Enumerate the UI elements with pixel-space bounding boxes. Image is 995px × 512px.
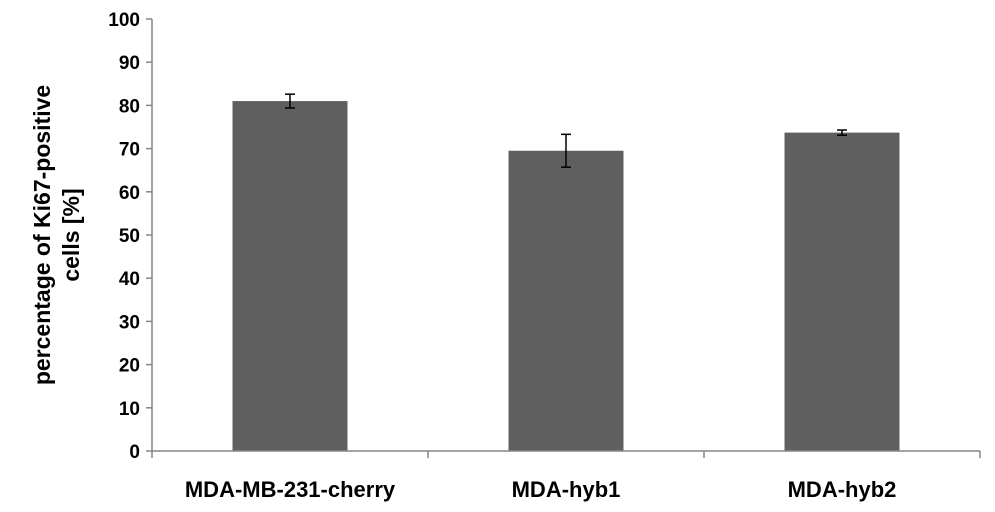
y-axis-title-group: percentage of Ki67-positive cells [%] <box>29 85 84 385</box>
y-tick-label: 80 <box>119 96 140 117</box>
y-axis-title-line: percentage of Ki67-positive <box>29 85 55 385</box>
y-tick-label: 100 <box>108 10 140 31</box>
y-axis-title: percentage of Ki67-positive cells [%] <box>29 85 84 385</box>
y-tick-label: 90 <box>119 53 140 74</box>
y-tick-label: 60 <box>119 183 140 204</box>
y-tick-label: 50 <box>119 226 140 247</box>
y-tick-label: 70 <box>119 140 140 161</box>
axes <box>151 19 981 458</box>
y-tick-label: 10 <box>119 399 140 420</box>
y-axis-title-line: cells [%] <box>58 188 84 281</box>
y-tick-label: 20 <box>119 356 140 377</box>
x-axis-categories: MDA-MB-231-cherry MDA-hyb1 MDA-hyb2 <box>185 477 897 502</box>
y-tick-label: 0 <box>129 442 140 463</box>
error-bars <box>285 93 847 168</box>
category-label: MDA-hyb1 <box>512 477 621 502</box>
category-label: MDA-hyb2 <box>788 477 897 502</box>
bars <box>232 101 900 451</box>
y-axis-ticks: 0 10 20 30 40 50 60 70 80 90 100 <box>108 10 152 463</box>
category-label: MDA-MB-231-cherry <box>185 477 396 502</box>
y-tick-label: 40 <box>119 269 140 290</box>
bar-1 <box>232 101 348 451</box>
y-tick-label: 30 <box>119 312 140 333</box>
bar-2 <box>508 150 624 451</box>
bar-3 <box>784 132 900 451</box>
